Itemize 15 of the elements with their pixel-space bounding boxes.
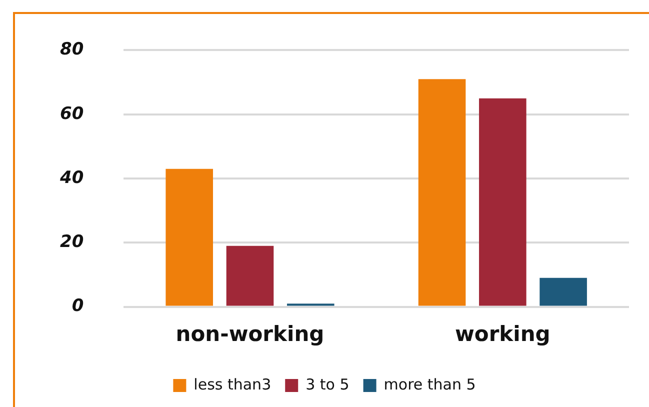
- x-tick-label: working: [454, 322, 550, 346]
- bar: [166, 168, 213, 306]
- legend-label: 3 to 5: [306, 375, 350, 394]
- y-tick-label: 60: [60, 104, 84, 124]
- y-tick-label: 80: [60, 40, 84, 60]
- y-tick-label: 0: [72, 296, 84, 316]
- legend-label: less than3: [194, 375, 272, 394]
- bar: [226, 246, 274, 306]
- bar: [418, 79, 466, 306]
- x-tick-label: non-working: [176, 322, 324, 346]
- bar: [479, 98, 526, 306]
- y-tick-label: 20: [60, 232, 84, 252]
- bar: [540, 278, 587, 306]
- legend-label: more than 5: [384, 375, 476, 394]
- y-tick-label: 40: [58, 168, 84, 188]
